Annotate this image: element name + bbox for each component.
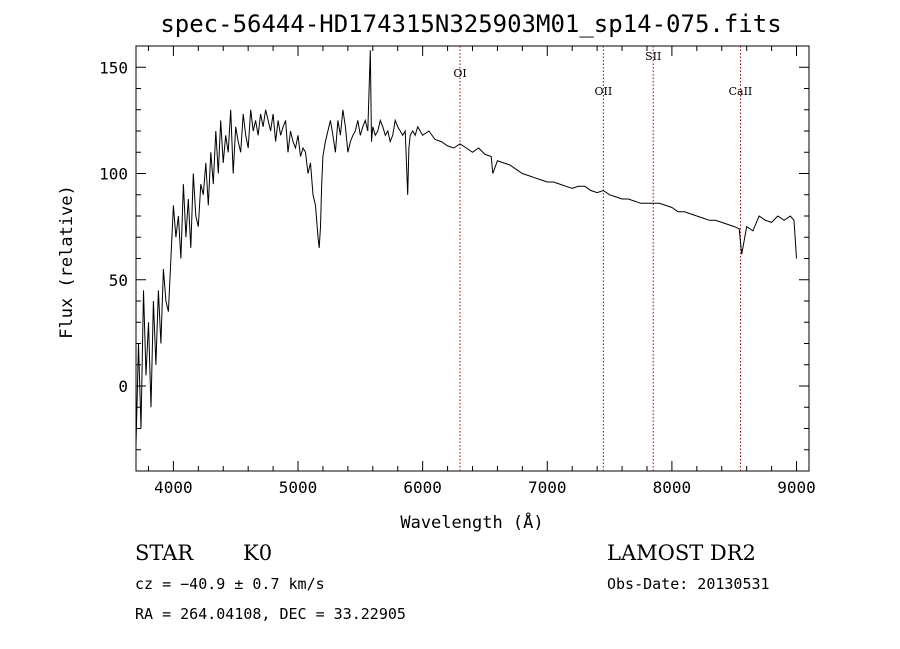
tick-labels: 4000 5000 6000 7000 8000 9000 0 50 100 150 [99, 58, 816, 497]
survey-name: LAMOST DR2 [607, 541, 756, 565]
line-label-oii: OII [595, 85, 613, 98]
coordinates: RA = 264.04108, DEC = 33.22905 [135, 605, 406, 623]
line-label-sii: SII [645, 50, 661, 63]
spectral-lines: OI OII SII CaII [453, 46, 752, 471]
spectrum-line [135, 50, 797, 446]
line-label-oi: OI [453, 67, 466, 80]
y-axis-label: Flux (relative) [57, 185, 77, 339]
x-axis-label: Wavelength (Å) [400, 511, 543, 533]
axis-ticks [136, 45, 809, 471]
y-tick-label: 150 [99, 58, 128, 77]
x-tick-label: 6000 [403, 478, 442, 497]
object-type: STAR [135, 541, 194, 565]
chart-title: spec-56444-HD174315N325903M01_sp14-075.f… [160, 10, 781, 38]
x-tick-label: 4000 [154, 478, 193, 497]
plot-area: 4000 5000 6000 7000 8000 9000 0 50 100 150 OI OII S… [99, 45, 816, 497]
obs-date: Obs-Date: 20130531 [607, 575, 770, 593]
y-tick-label: 50 [109, 271, 128, 290]
x-tick-label: 9000 [777, 478, 816, 497]
x-tick-label: 5000 [279, 478, 318, 497]
line-label-caii: CaII [729, 85, 753, 98]
x-tick-label: 7000 [528, 478, 567, 497]
y-tick-label: 100 [99, 165, 128, 184]
plot-frame [135, 45, 810, 472]
redshift-text: cz = −40.9 ± 0.7 km/s [135, 575, 325, 593]
x-tick-label: 8000 [653, 478, 692, 497]
subclass: K0 [243, 541, 272, 565]
y-tick-label: 0 [118, 377, 128, 396]
